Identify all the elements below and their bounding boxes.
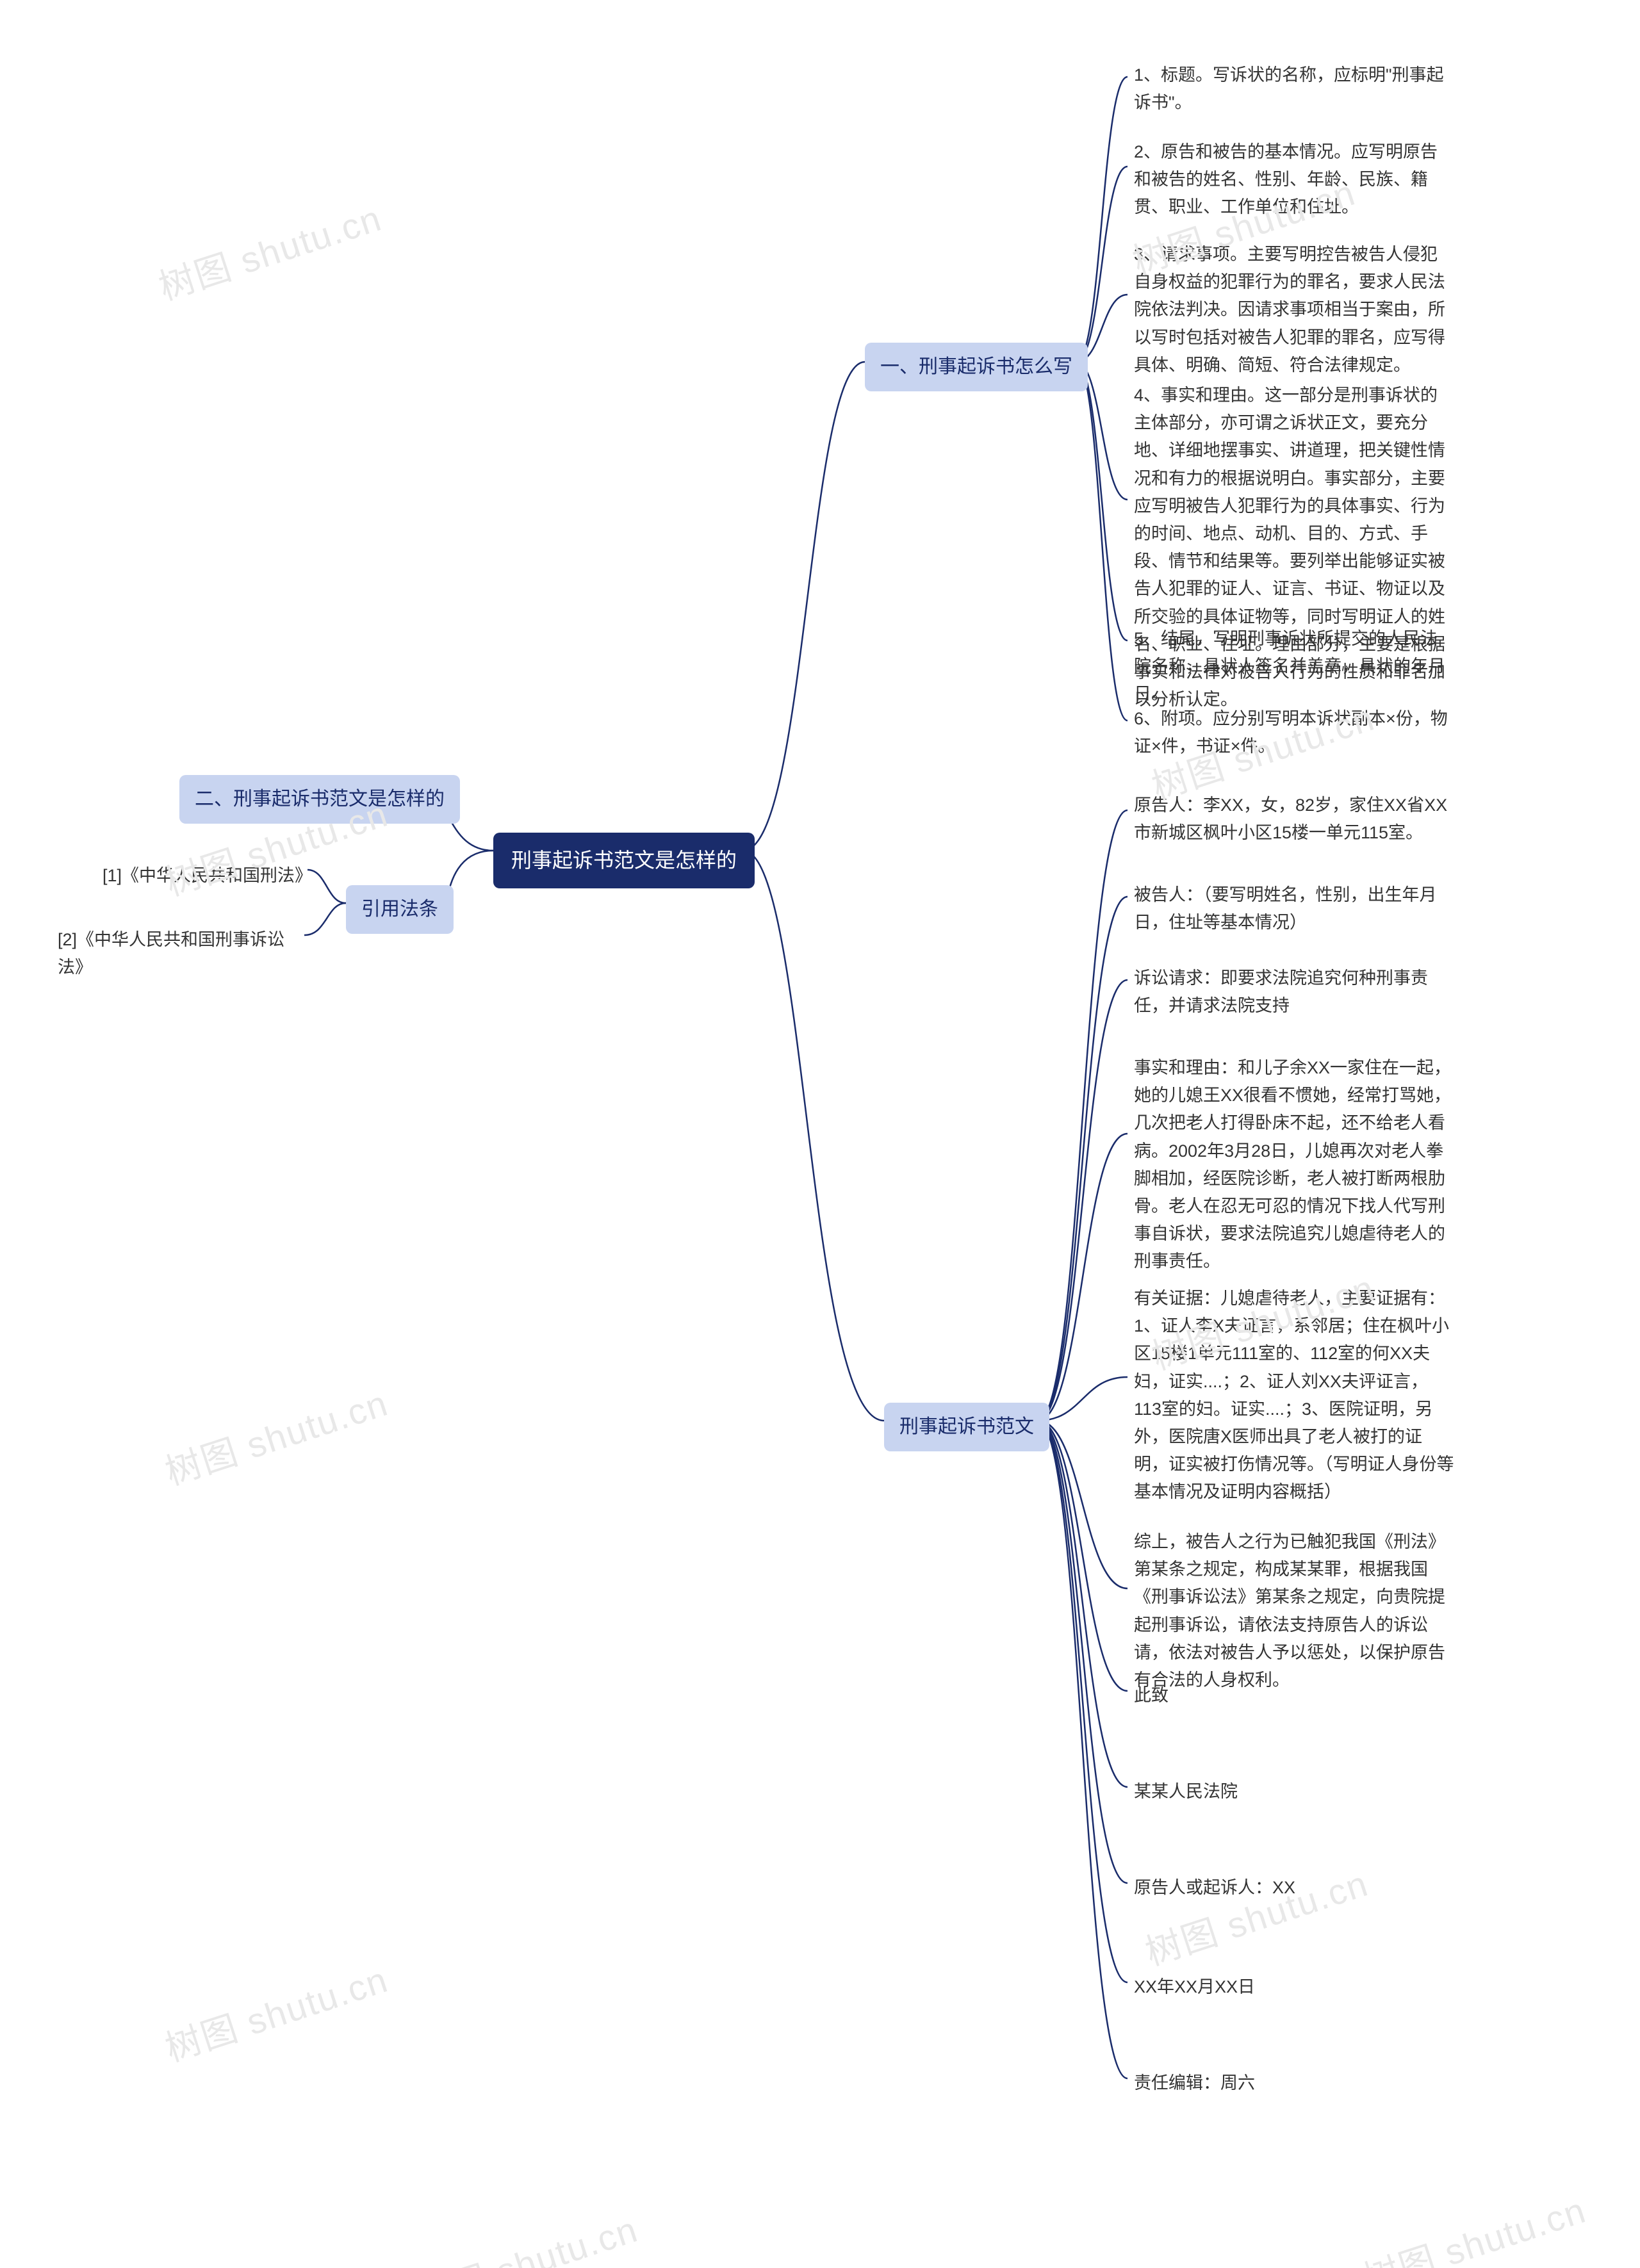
connector [743,362,865,851]
connector [1038,1377,1128,1421]
leaf-node-r1-9[interactable]: XX年XX月XX日 [1128,1970,1261,2005]
main-node-right-0[interactable]: 一、刑事起诉书怎么写 [865,343,1088,391]
leaf-node-r1-10[interactable]: 责任编辑：周六 [1128,2066,1261,2101]
watermark: 树图 shutu.cn [1356,2182,1592,2268]
leaf-node-l1-1[interactable]: [2]《中华人民共和国刑事诉讼法》 [51,922,295,985]
connector [1076,362,1128,640]
connector [1038,1421,1128,1691]
connector [743,851,884,1421]
watermark: 树图 shutu.cn [407,2201,644,2268]
leaf-node-r1-7[interactable]: 某某人民法院 [1128,1774,1244,1809]
leaf-node-r1-6[interactable]: 此致 [1128,1678,1175,1713]
leaf-node-r0-2[interactable]: 3、请求事项。主要写明控告被告人侵犯自身权益的犯罪行为的罪名，要求人民法院依法判… [1128,237,1461,383]
connector [1038,810,1128,1421]
connector [1076,77,1128,362]
connector [1038,1421,1128,1787]
connector [1038,1421,1128,2078]
main-node-left-1[interactable]: 引用法条 [346,885,454,934]
connector [1076,167,1128,362]
root-node[interactable]: 刑事起诉书范文是怎样的 [493,833,755,888]
leaf-node-r1-3[interactable]: 事实和理由：和儿子余XX一家住在一起，她的儿媳王XX很看不惯她，经常打骂她，几次… [1128,1050,1461,1280]
watermark: 树图 shutu.cn [151,190,388,311]
leaf-node-l1-0[interactable]: [1]《中华人民共和国刑法》 [96,858,318,893]
leaf-node-r1-0[interactable]: 原告人：李XX，女，82岁，家住XX省XX市新城区枫叶小区15楼一单元115室。 [1128,788,1461,851]
connector [1076,362,1128,721]
leaf-node-r1-8[interactable]: 原告人或起诉人：XX [1128,1870,1302,1905]
watermark: 树图 shutu.cn [158,1951,394,2072]
leaf-node-r1-2[interactable]: 诉讼请求：即要求法院追究何种刑事责任，并请求法院支持 [1128,961,1461,1024]
connector [1038,897,1128,1421]
watermark: 树图 shutu.cn [158,1375,394,1496]
leaf-node-r0-1[interactable]: 2、原告和被告的基本情况。应写明原告和被告的姓名、性别、年龄、民族、籍贯、职业、… [1128,135,1461,225]
connector [1038,980,1128,1421]
connector [1038,1134,1128,1421]
connector [304,903,346,935]
leaf-node-r0-5[interactable]: 6、附项。应分别写明本诉状副本×份，物证×件，书证×件。 [1128,701,1461,764]
leaf-node-r0-4[interactable]: 5、结尾。写明刑事诉状所提交的人民法院名称，具状人签名并盖章，具状的年月日。 [1128,621,1461,712]
main-node-right-1[interactable]: 刑事起诉书范文 [884,1403,1049,1451]
leaf-node-r1-4[interactable]: 有关证据：儿媳虐待老人，主要证据有：1、证人李X夫证言，系邻居；住在枫叶小区15… [1128,1281,1461,1510]
main-node-left-0[interactable]: 二、刑事起诉书范文是怎样的 [179,775,460,824]
leaf-node-r1-1[interactable]: 被告人：（要写明姓名，性别，出生年月日，住址等基本情况） [1128,877,1461,940]
leaf-node-r1-5[interactable]: 综上，被告人之行为已触犯我国《刑法》第某条之规定，构成某某罪，根据我国《刑事诉讼… [1128,1524,1461,1698]
connector [1038,1421,1128,1883]
connector [1038,1421,1128,1982]
connector [1038,1421,1128,1588]
leaf-node-r0-0[interactable]: 1、标题。写诉状的名称，应标明"刑事起诉书"。 [1128,58,1461,120]
